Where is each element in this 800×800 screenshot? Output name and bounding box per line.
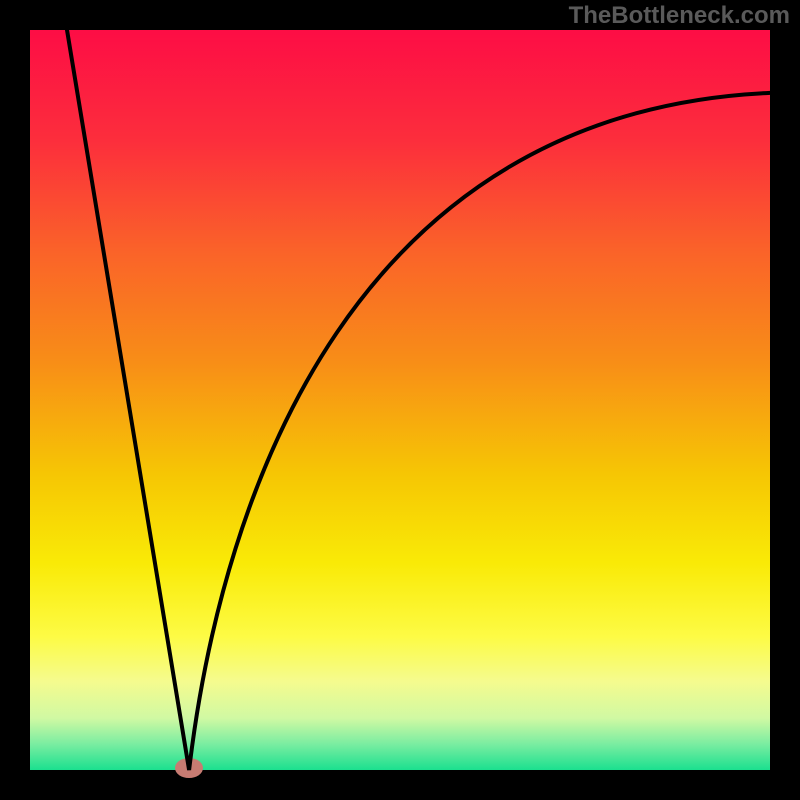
bottleneck-curve	[0, 0, 800, 800]
watermark-text: TheBottleneck.com	[569, 2, 790, 30]
